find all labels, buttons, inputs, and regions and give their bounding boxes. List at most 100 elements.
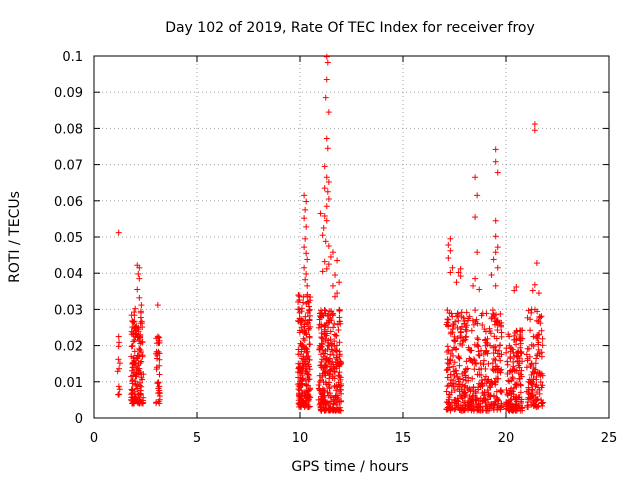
data-point: [316, 321, 323, 328]
data-point: [337, 386, 344, 393]
data-point: [494, 363, 501, 370]
data-point: [465, 377, 472, 384]
data-point: [337, 374, 344, 381]
data-point: [156, 387, 163, 394]
data-point: [453, 279, 460, 286]
data-point: [155, 379, 162, 386]
data-point: [454, 374, 461, 381]
data-point: [513, 327, 520, 334]
y-axis-label: ROTI / TECUs: [7, 191, 23, 283]
data-point: [514, 380, 521, 387]
data-point: [532, 383, 539, 390]
data-point: [483, 403, 490, 410]
data-point: [474, 371, 481, 378]
data-point: [453, 345, 460, 352]
data-point: [494, 327, 501, 334]
data-point: [295, 292, 302, 299]
data-point: [530, 342, 537, 349]
data-point: [138, 302, 145, 309]
data-point: [538, 327, 545, 334]
data-point: [315, 324, 322, 331]
data-point: [304, 374, 311, 381]
data-point: [474, 335, 481, 342]
data-point: [305, 353, 312, 360]
data-point: [444, 374, 451, 381]
data-point: [131, 336, 138, 343]
data-point: [325, 357, 332, 364]
data-point: [302, 344, 309, 351]
data-point: [509, 388, 516, 395]
data-point: [487, 342, 494, 349]
data-point: [325, 324, 332, 331]
data-point: [447, 269, 454, 276]
data-point: [494, 350, 501, 357]
data-point: [305, 404, 312, 411]
data-point: [530, 333, 537, 340]
data-point: [497, 388, 504, 395]
data-point: [323, 381, 330, 388]
data-point: [447, 235, 454, 242]
data-point: [492, 381, 499, 388]
data-point: [504, 391, 511, 398]
data-point: [519, 327, 526, 334]
data-point: [132, 370, 139, 377]
y-tick-label: 0.05: [54, 231, 83, 246]
data-point: [321, 185, 328, 192]
data-point: [337, 407, 344, 414]
data-point: [516, 355, 523, 362]
data-point: [455, 269, 462, 276]
data-point: [463, 358, 470, 365]
data-point: [332, 392, 339, 399]
data-point: [492, 146, 499, 153]
data-point: [448, 329, 455, 336]
data-point: [495, 397, 502, 404]
data-point: [327, 336, 334, 343]
data-point: [128, 328, 135, 335]
data-point: [115, 343, 122, 350]
data-point: [326, 343, 333, 350]
data-point: [155, 398, 162, 405]
data-point: [333, 342, 340, 349]
data-point: [115, 356, 122, 363]
data-point: [324, 188, 331, 195]
y-tick-label: 0.01: [54, 376, 83, 391]
data-point: [491, 343, 498, 350]
data-point: [304, 293, 311, 300]
y-tick-label: 0.06: [54, 195, 83, 210]
data-point: [138, 339, 145, 346]
data-point: [537, 379, 544, 386]
data-point: [327, 328, 334, 335]
data-point: [319, 268, 326, 275]
data-point: [455, 353, 462, 360]
data-point: [449, 264, 456, 271]
data-point: [530, 376, 537, 383]
data-point: [463, 309, 470, 316]
data-point: [536, 331, 543, 338]
data-point: [334, 321, 341, 328]
x-tick-label: 25: [601, 431, 618, 446]
data-point: [467, 388, 474, 395]
data-point: [468, 357, 475, 364]
data-point: [318, 361, 325, 368]
data-point: [523, 364, 530, 371]
data-point: [295, 298, 302, 305]
data-point: [528, 371, 535, 378]
data-point: [131, 388, 138, 395]
data-point: [114, 368, 121, 375]
data-point: [129, 324, 136, 331]
data-point: [332, 293, 339, 300]
data-point: [321, 370, 328, 377]
x-tick-label: 15: [395, 431, 412, 446]
data-point: [129, 400, 136, 407]
data-point: [469, 375, 476, 382]
data-point: [331, 331, 338, 338]
data-point: [493, 388, 500, 395]
data-point: [479, 380, 486, 387]
data-point: [463, 333, 470, 340]
data-point: [533, 381, 540, 388]
data-point: [475, 406, 482, 413]
data-point: [531, 121, 538, 128]
data-point: [476, 352, 483, 359]
data-point: [443, 367, 450, 374]
data-point: [518, 350, 525, 357]
